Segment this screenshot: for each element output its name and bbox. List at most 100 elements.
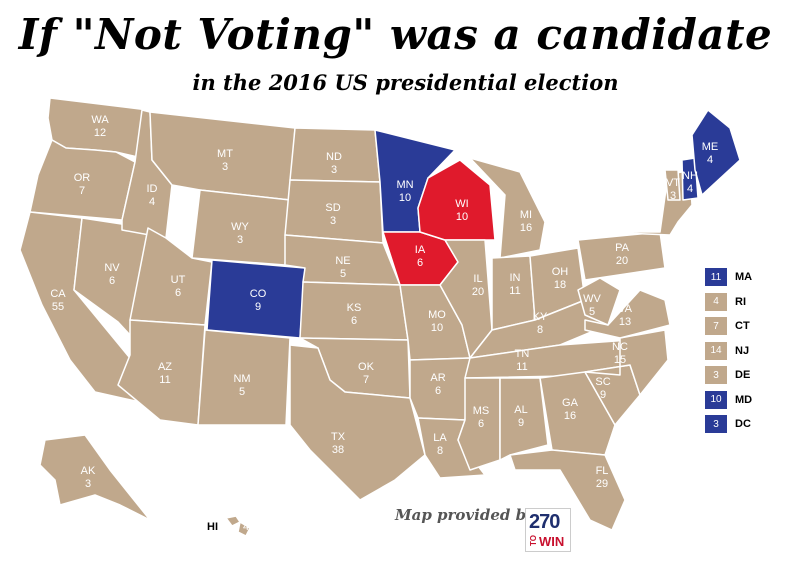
state-nm[interactable] (197, 329, 291, 426)
state-label-sd-ev: 3 (330, 215, 336, 227)
state-label-wy-abbr: WY (231, 221, 249, 233)
legend-row-de[interactable]: 3 DE (705, 363, 752, 388)
logo-win: WIN (539, 534, 565, 549)
state-label-id-abbr: ID (147, 183, 158, 195)
state-label-ny-ev: 29 (645, 196, 657, 208)
state-label-pa-ev: 20 (616, 255, 628, 267)
state-label-tn-ev: 11 (516, 361, 527, 373)
state-label-az-abbr: AZ (158, 361, 172, 373)
state-label-nh-ev: 4 (687, 183, 693, 195)
state-ak[interactable] (39, 434, 151, 521)
state-label-ia-abbr: IA (415, 244, 426, 256)
state-label-co-ev: 9 (255, 301, 261, 313)
state-label-hi-abbr: HI (207, 521, 218, 533)
legend-ev-box: 7 (705, 317, 727, 336)
state-label-or-abbr: OR (74, 172, 91, 184)
state-label-ar-abbr: AR (430, 372, 445, 384)
state-pa[interactable] (577, 231, 666, 281)
state-tx[interactable] (289, 344, 426, 501)
state-label-nd-ev: 3 (331, 164, 337, 176)
state-label-wv-ev: 5 (589, 306, 595, 318)
state-label-wv-abbr: WV (583, 293, 601, 305)
state-label-mo-ev: 10 (431, 322, 443, 334)
state-label-in-abbr: IN (510, 272, 521, 284)
state-wv[interactable] (577, 277, 621, 326)
state-label-al-ev: 9 (518, 417, 524, 429)
state-hi[interactable] (225, 515, 251, 537)
state-label-va-abbr: VA (618, 303, 633, 315)
state-al[interactable] (499, 377, 549, 461)
logo-number: 270 (529, 511, 560, 533)
state-label-mi-ev: 16 (520, 222, 532, 234)
state-label-nv-ev: 6 (109, 275, 115, 287)
state-nc[interactable] (584, 329, 669, 396)
state-label-ga-abbr: GA (562, 397, 579, 409)
state-vt[interactable] (664, 169, 681, 201)
state-label-mt-abbr: MT (217, 148, 233, 160)
state-label-nh-abbr: NH (682, 170, 698, 182)
state-il[interactable] (439, 239, 493, 359)
state-label-la-abbr: LA (433, 432, 447, 444)
legend-row-md[interactable]: 10 MD (705, 388, 752, 413)
state-label-ar-ev: 6 (435, 385, 441, 397)
270towin-logo: 270 TO WIN (525, 508, 571, 552)
legend-ev-box: 4 (705, 292, 727, 311)
state-label-in-ev: 11 (509, 285, 520, 297)
state-label-ia-ev: 6 (417, 257, 423, 269)
state-label-oh-ev: 18 (554, 279, 566, 291)
state-label-ky-ev: 8 (537, 324, 543, 336)
state-label-mt-ev: 3 (222, 161, 228, 173)
legend-ev-box: 10 (705, 390, 727, 409)
legend-row-nj[interactable]: 14 NJ (705, 339, 752, 364)
state-label-nm-ev: 5 (239, 386, 245, 398)
state-label-mi-abbr: MI (520, 209, 532, 221)
state-label-ks-ev: 6 (351, 315, 357, 327)
state-label-mn-ev: 10 (399, 192, 411, 204)
state-label-ak-abbr: AK (81, 465, 96, 477)
state-az[interactable] (117, 319, 206, 426)
state-me[interactable] (691, 109, 741, 196)
state-label-il-ev: 20 (472, 286, 484, 298)
state-label-al-abbr: AL (514, 404, 527, 416)
state-va[interactable] (584, 289, 671, 339)
state-label-ut-abbr: UT (171, 274, 186, 286)
legend-state-abbr: NJ (735, 344, 750, 357)
legend-state-abbr: MA (735, 271, 753, 284)
state-label-vt-abbr: VT (666, 177, 680, 189)
state-mi[interactable] (469, 157, 546, 259)
legend-state-abbr: DE (735, 369, 751, 382)
state-label-or-ev: 7 (79, 185, 85, 197)
state-label-ok-ev: 7 (363, 374, 369, 386)
legend-row-ri[interactable]: 4 RI (705, 290, 752, 315)
state-fl[interactable] (509, 449, 626, 531)
legend-ev-box: 14 (705, 341, 727, 360)
small-states-legend: 11 MA 4 RI 7 CT 14 NJ 3 DE 10 MD 3 DC (705, 265, 752, 437)
state-label-sc-ev: 9 (600, 389, 606, 401)
state-label-ak-ev: 3 (85, 478, 91, 490)
legend-row-ct[interactable]: 7 CT (705, 314, 752, 339)
state-label-mn-abbr: MN (396, 179, 413, 191)
state-nh[interactable] (681, 157, 699, 201)
state-label-az-ev: 11 (159, 374, 170, 386)
state-label-fl-abbr: FL (596, 465, 609, 477)
state-label-wi-ev: 10 (456, 211, 468, 223)
state-label-ky-abbr: KY (533, 311, 548, 323)
state-label-nc-abbr: NC (612, 341, 628, 353)
map-credit: Map provided by: (395, 506, 541, 524)
state-label-ca-ev: 55 (52, 301, 64, 313)
legend-ev-box: 3 (705, 415, 727, 434)
state-label-ms-ev: 6 (478, 418, 484, 430)
map-subtitle: in the 2016 US presidential election (192, 70, 619, 95)
legend-row-ma[interactable]: 11 MA (705, 265, 752, 290)
state-label-vt-ev: 3 (670, 190, 676, 202)
state-label-tx-abbr: TX (331, 431, 346, 443)
state-label-nv-abbr: NV (104, 262, 120, 274)
state-label-wa-ev: 12 (94, 127, 106, 139)
state-label-oh-abbr: OH (552, 266, 569, 278)
state-label-la-ev: 8 (437, 445, 443, 457)
state-label-nd-abbr: ND (326, 151, 342, 163)
map-title: If "Not Voting" was a candidate (18, 10, 773, 59)
state-label-fl-ev: 29 (596, 478, 608, 490)
legend-row-dc[interactable]: 3 DC (705, 412, 752, 437)
